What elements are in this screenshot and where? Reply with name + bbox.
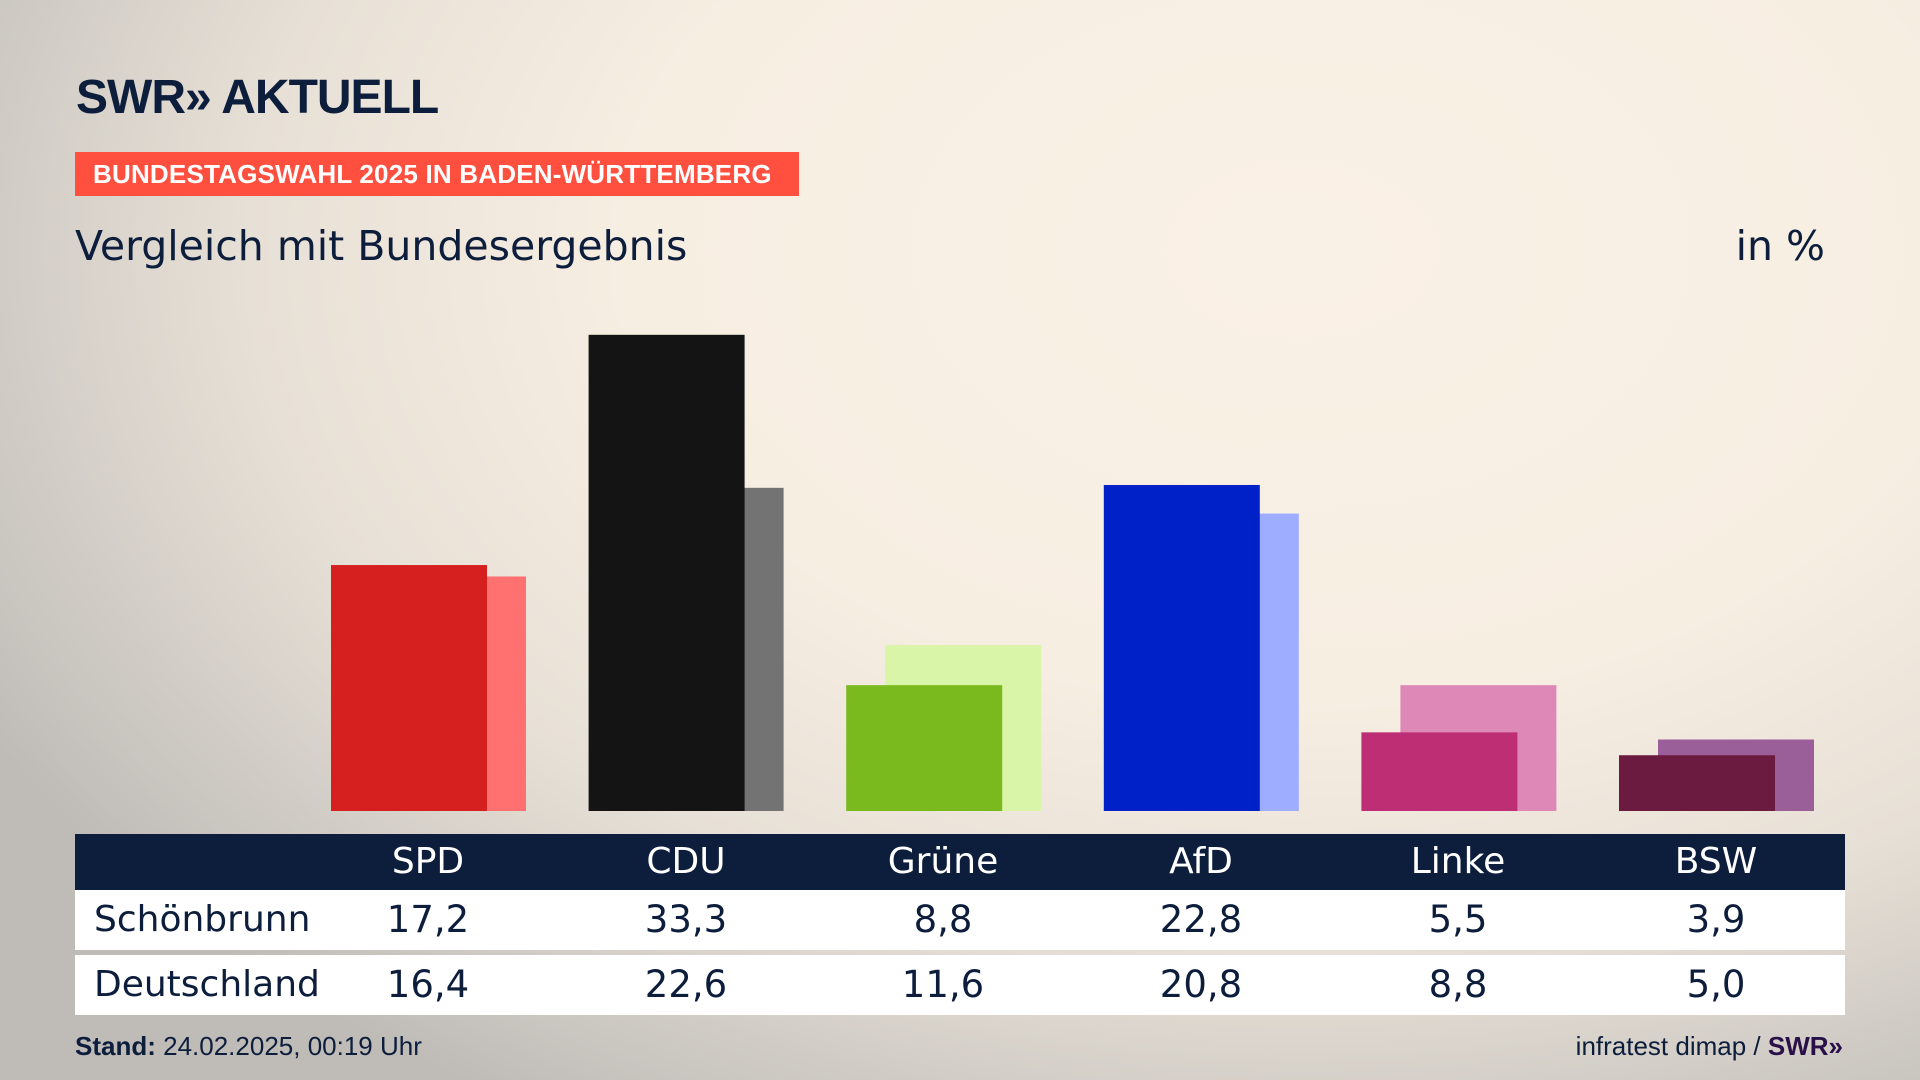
party-label: Grüne	[887, 841, 999, 882]
value-cell: 20,8	[1159, 963, 1243, 1006]
party-label: SPD	[391, 841, 465, 882]
table-header-row: SPD CDU Grüne AfD Linke BSW	[75, 834, 1845, 890]
party-label: BSW	[1674, 841, 1758, 882]
value-cell: 3,9	[1686, 898, 1746, 941]
source-text: infratest dimap /	[1575, 1031, 1768, 1061]
timestamp: Stand: 24.02.2025, 00:19 Uhr	[75, 1031, 422, 1062]
unit-label: in %	[1735, 222, 1825, 270]
value-cell: 5,5	[1428, 898, 1488, 941]
value-cell: 22,8	[1159, 898, 1243, 941]
party-label: Linke	[1410, 841, 1506, 882]
party-label: CDU	[646, 841, 726, 882]
value-cell: 5,0	[1686, 963, 1746, 1006]
swr-aktuell-logo: SWR» AKTUELL	[76, 71, 439, 124]
bar-spd-schoenbrunn	[331, 565, 487, 811]
value-cell: 22,6	[644, 963, 728, 1006]
bar-grüne-schoenbrunn	[846, 685, 1003, 811]
value-cell: 11,6	[901, 963, 985, 1006]
election-banner: BUNDESTAGSWAHL 2025 IN BADEN-WÜRTTEMBERG	[75, 152, 799, 196]
bar-linke-schoenbrunn	[1361, 732, 1518, 811]
stand-label: Stand:	[75, 1031, 156, 1061]
bar-cdu-schoenbrunn	[588, 334, 745, 811]
row-label: Schönbrunn	[94, 899, 311, 940]
source: infratest dimap / SWR»	[1576, 1031, 1843, 1062]
bar-afd-schoenbrunn	[1103, 484, 1260, 811]
stand-value: 24.02.2025, 00:19 Uhr	[155, 1031, 422, 1061]
results-table: SPD CDU Grüne AfD Linke BSW Schönbrunn 17,2 33…	[75, 834, 1845, 1015]
row-label: Deutschland	[94, 964, 320, 1005]
value-cell: 17,2	[386, 898, 470, 941]
bar-bsw-schoenbrunn	[1619, 755, 1775, 811]
swr-logo-small: SWR»	[1767, 1031, 1843, 1061]
table-row-deutschland: Deutschland 16,4 22,6 11,6 20,8 8,8 5,0	[75, 955, 1845, 1015]
value-cell: 16,4	[386, 963, 470, 1006]
value-cell: 8,8	[1428, 963, 1488, 1006]
party-label: AfD	[1169, 841, 1233, 882]
chart-title: Vergleich mit Bundesergebnis	[75, 222, 688, 270]
value-cell: 33,3	[644, 898, 728, 941]
table-row-schoenbrunn: Schönbrunn 17,2 33,3 8,8 22,8 5,5 3,9	[75, 890, 1845, 950]
value-cell: 8,8	[913, 898, 973, 941]
